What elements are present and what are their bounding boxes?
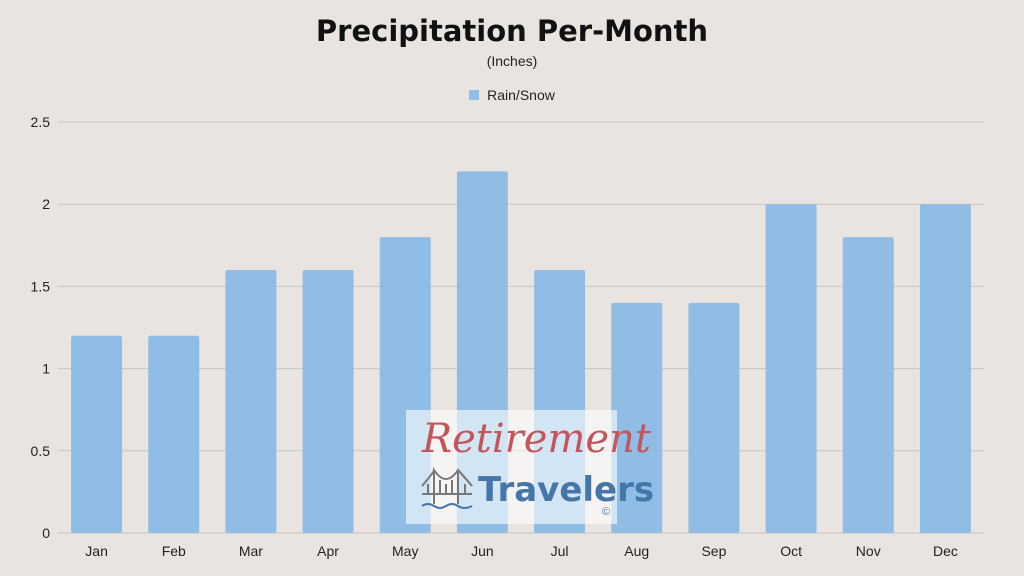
bar-oct: [765, 204, 817, 533]
y-tick-label: 1.5: [31, 278, 51, 294]
x-tick-label: Aug: [624, 543, 649, 559]
copyright-mark: ©: [602, 506, 611, 518]
watermark-logo: Retirement Travelers ©: [406, 410, 654, 524]
x-tick-label: Jan: [85, 543, 108, 559]
bar-sep: [688, 302, 740, 533]
y-tick-label: 2: [42, 196, 50, 212]
bar-feb: [148, 335, 200, 533]
x-tick-label: Dec: [933, 543, 958, 559]
x-tick-label: Nov: [856, 543, 881, 559]
legend-label: Rain/Snow: [487, 87, 555, 103]
legend-swatch: [469, 90, 480, 100]
bar-apr: [302, 269, 354, 533]
y-tick-label: 1: [42, 361, 50, 377]
x-tick-label: Apr: [317, 543, 339, 559]
x-tick-label: Jul: [551, 543, 569, 559]
bar-aug: [611, 302, 663, 533]
bar-dec: [919, 204, 971, 533]
bar-jan: [71, 335, 123, 533]
watermark-subtitle: Travelers: [478, 470, 655, 510]
y-tick-label: 0.5: [31, 443, 51, 459]
x-tick-label: Oct: [780, 543, 802, 559]
y-tick-label: 0: [42, 525, 50, 541]
x-tick-label: May: [392, 543, 418, 559]
y-tick-label: 2.5: [31, 114, 51, 130]
chart-legend: Rain/Snow: [0, 87, 1024, 103]
bridge-icon: [421, 466, 473, 509]
x-tick-label: Feb: [162, 543, 186, 559]
chart-subtitle: (Inches): [486, 53, 538, 69]
x-tick-label: Sep: [701, 543, 726, 559]
watermark-title: Retirement: [422, 416, 651, 462]
chart-title: Precipitation Per-Month: [315, 14, 709, 48]
x-tick-label: Jun: [471, 543, 494, 559]
bar-nov: [842, 237, 894, 533]
x-tick-label: Mar: [239, 543, 263, 559]
bar-mar: [225, 269, 277, 533]
